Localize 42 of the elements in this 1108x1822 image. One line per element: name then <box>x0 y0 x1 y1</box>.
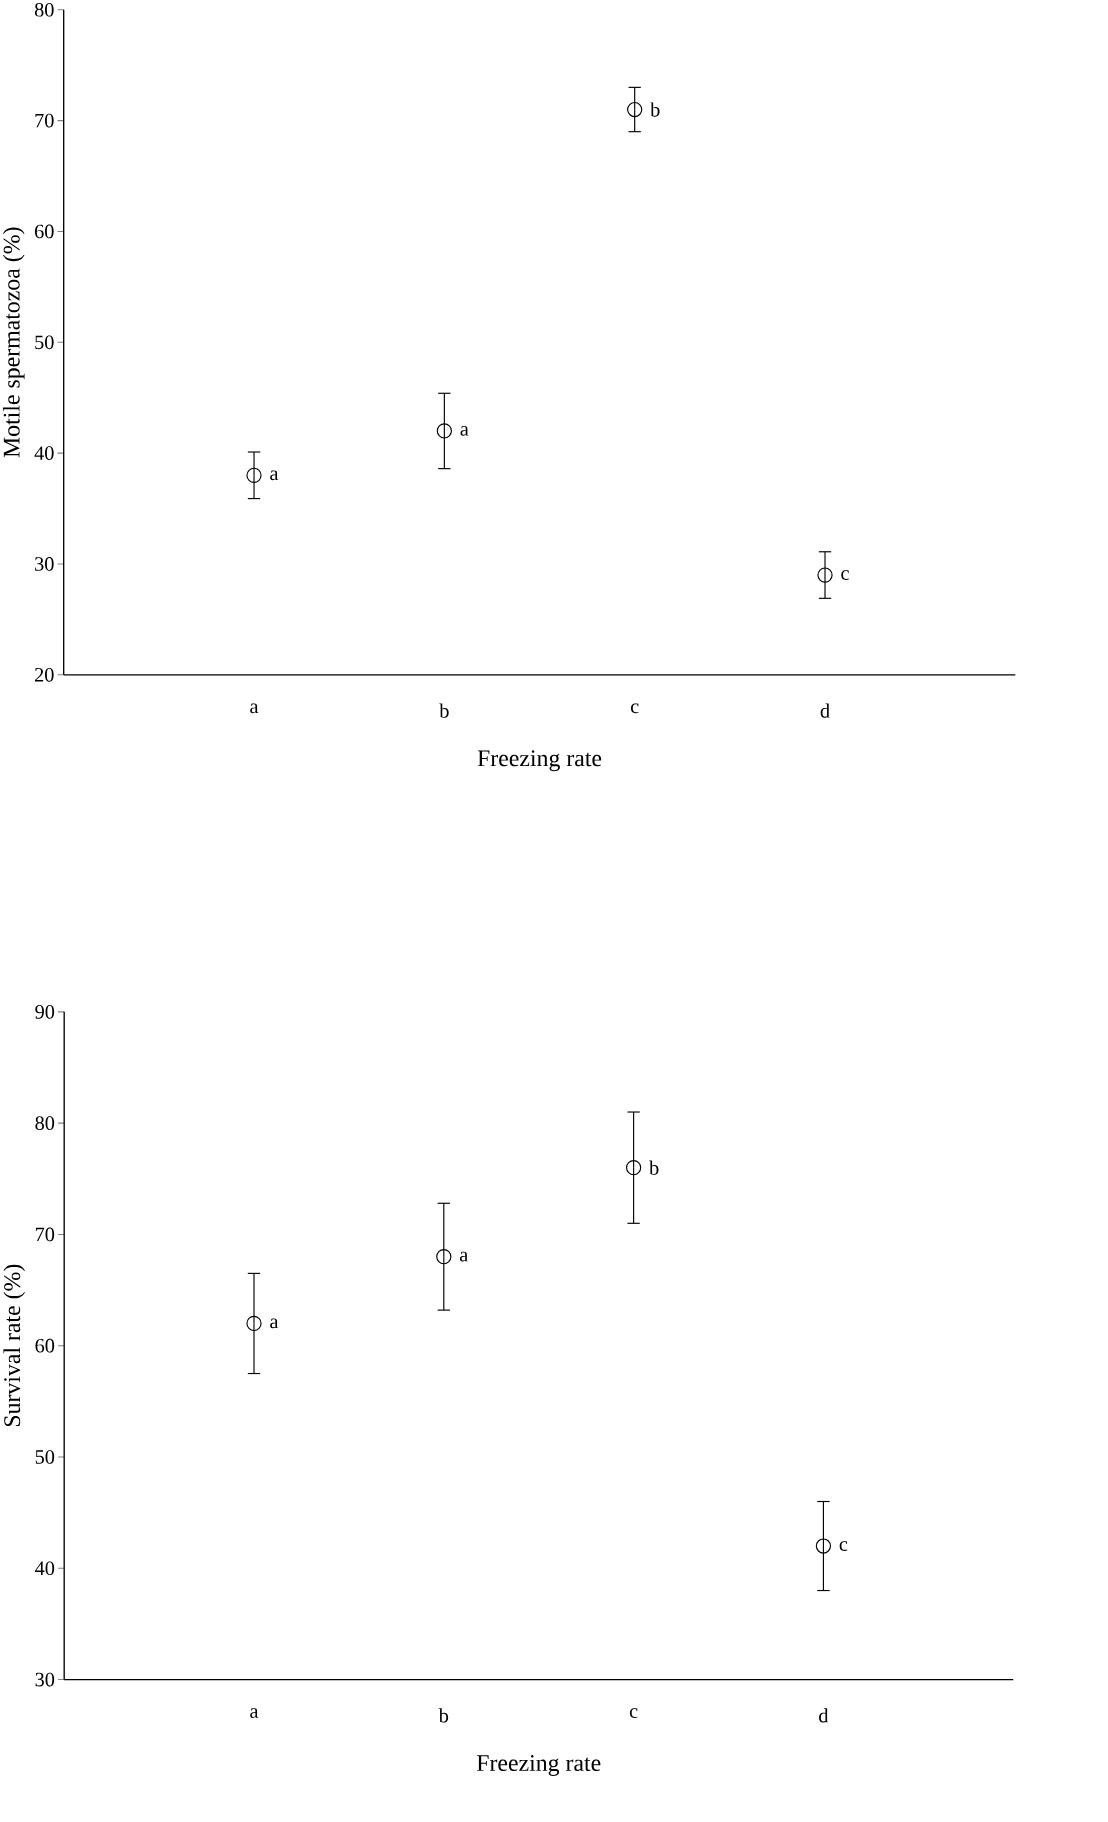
x-tick-label: c <box>630 703 639 714</box>
point <box>246 467 262 483</box>
annotation: a <box>460 426 469 436</box>
point <box>436 423 452 439</box>
y-tick-label: 80 <box>34 2 54 17</box>
annotation: b <box>649 1160 659 1175</box>
y-tick-label: 70 <box>35 113 54 128</box>
point <box>815 1538 832 1554</box>
point <box>817 567 833 583</box>
y-tick-label: 70 <box>35 1227 55 1242</box>
annotation: a <box>270 1318 279 1329</box>
y-tick-label: 20 <box>34 667 54 682</box>
y-tick-label: 30 <box>35 557 54 571</box>
x-axis-title: Freezing rate <box>476 1755 601 1776</box>
x-tick-label: b <box>439 703 449 718</box>
x-tick-label: d <box>819 1708 829 1723</box>
y-tick-label: 30 <box>35 1672 55 1687</box>
point <box>246 1315 262 1332</box>
x-tick-label: a <box>250 1708 259 1718</box>
annotation: a <box>270 470 279 481</box>
y-tick-label: 40 <box>34 446 54 460</box>
point <box>436 1249 452 1265</box>
x-tick-label: d <box>820 703 830 718</box>
annotation: b <box>650 102 660 117</box>
y-tick-label: 60 <box>34 224 54 239</box>
x-tick-label: c <box>629 1708 638 1718</box>
point <box>625 1160 642 1176</box>
y-tick-label: 80 <box>35 1116 55 1130</box>
y-tick-label: 40 <box>34 1561 55 1576</box>
y-axis-title: Survival rate (%) <box>3 1264 26 1427</box>
y-tick-label: 90 <box>35 1005 55 1019</box>
y-tick-label: 60 <box>35 1338 55 1353</box>
x-tick-label: a <box>250 703 259 714</box>
x-axis-title: Freezing rate <box>477 750 602 772</box>
x-tick-label: b <box>438 1708 449 1723</box>
annotation: c <box>839 1541 848 1551</box>
y-tick-label: 50 <box>35 1450 55 1464</box>
y-tick-label: 50 <box>35 335 54 350</box>
annotation: a <box>459 1251 468 1262</box>
y-axis-title: Motile spermatozoa (%) <box>2 227 25 458</box>
annotation: c <box>841 570 849 580</box>
point <box>627 101 643 118</box>
